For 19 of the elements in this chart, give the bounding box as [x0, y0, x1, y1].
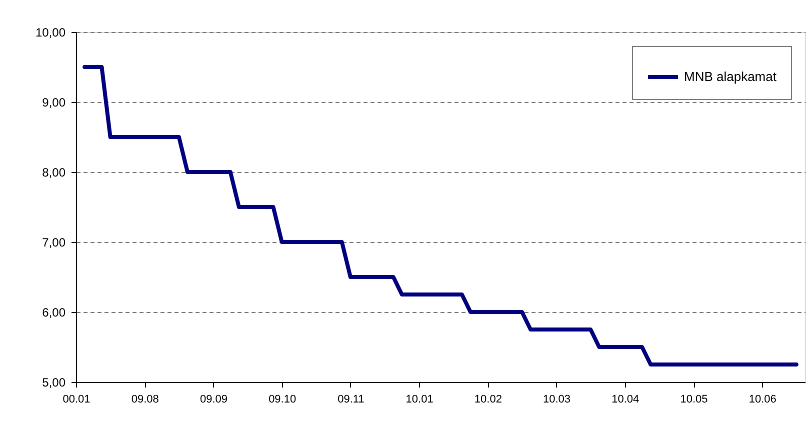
x-tick-label: 10.05 — [680, 394, 708, 406]
y-tick-label: 9,00 — [42, 96, 66, 110]
x-tick-label: 09.09 — [200, 394, 228, 406]
x-tick-label: 10.04 — [612, 394, 640, 406]
x-tick-label: 09.08 — [131, 394, 159, 406]
y-tick-label: 5,00 — [42, 376, 66, 390]
x-tick-label: 09.10 — [268, 394, 296, 406]
y-tick-label: 10,00 — [35, 26, 66, 40]
x-tick-label: 09.11 — [338, 394, 364, 406]
line-series — [82, 65, 798, 366]
x-tick-label: 00.01 — [62, 394, 90, 406]
x-tick-label: 10.02 — [474, 394, 502, 406]
x-tick-label: 10.01 — [406, 394, 434, 406]
x-tick-label: 10.03 — [543, 394, 571, 406]
y-tick-label: 6,00 — [42, 306, 66, 320]
x-tick-label: 10.06 — [748, 394, 776, 406]
y-tick-label: 7,00 — [42, 236, 66, 250]
legend-label: MNB alapkamat — [684, 69, 777, 84]
y-tick-label: 8,00 — [42, 166, 66, 180]
